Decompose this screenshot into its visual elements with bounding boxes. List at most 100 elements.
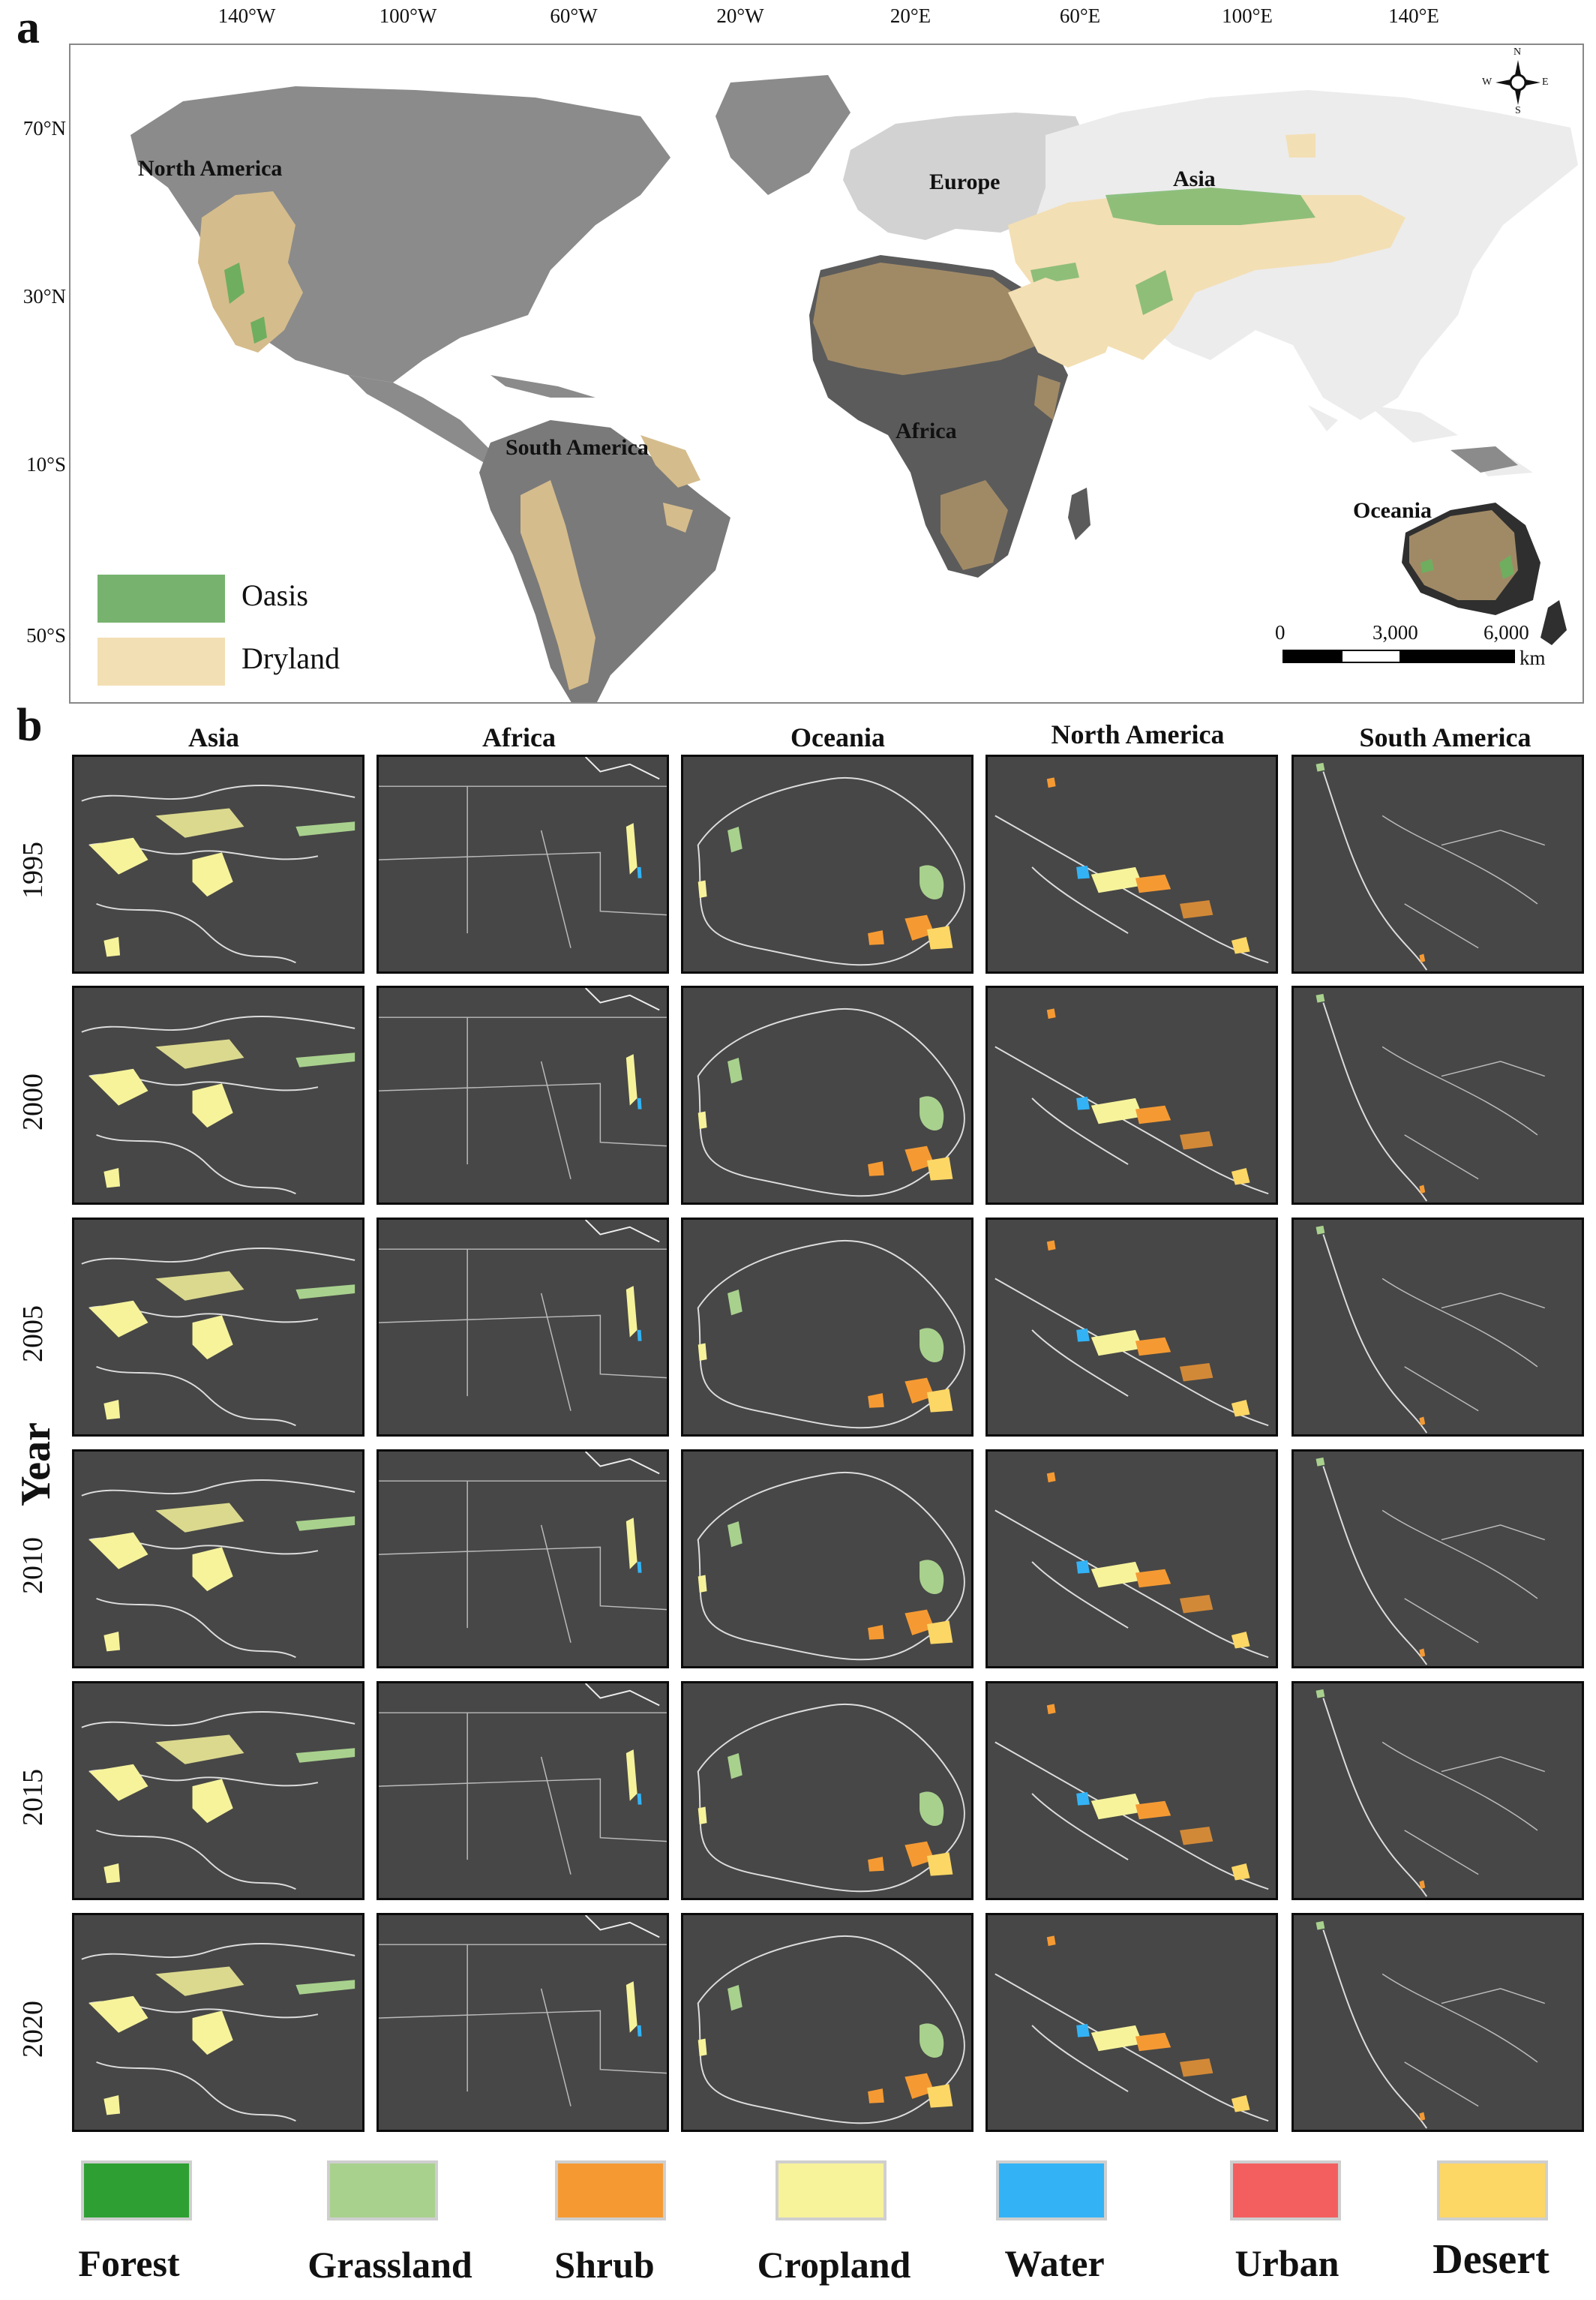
column-header-asia: Asia xyxy=(188,722,239,752)
map-tile-svg xyxy=(379,1452,667,1643)
legend-cropland-label: Cropland xyxy=(757,2244,911,2286)
legend-water-label: Water xyxy=(1004,2242,1105,2284)
legend-urban-label: Urban xyxy=(1234,2242,1340,2284)
map-tile-svg xyxy=(379,1915,667,2106)
row-year-2005: 2005 xyxy=(17,1305,49,1362)
map-tile-svg xyxy=(994,1472,1269,1659)
na-oasis-patches xyxy=(224,263,267,344)
map-tile-oceania-2010 xyxy=(681,1449,974,1668)
map-tile-svg xyxy=(81,1248,356,1427)
map-tile-svg xyxy=(994,1240,1269,1427)
row-year-2015: 2015 xyxy=(17,1769,49,1826)
map-tile-svg xyxy=(697,1008,965,1197)
map-tile-asia-1995 xyxy=(72,755,364,974)
map-tile-north-america-2005 xyxy=(986,1218,1278,1437)
world-map-svg xyxy=(130,75,1578,702)
lat-tick-label: 50°S xyxy=(26,624,66,647)
map-tile-svg xyxy=(379,988,667,1179)
map-tile-svg xyxy=(81,1711,356,1890)
lat-tick-label: 30°N xyxy=(22,285,66,308)
map-tile-north-america-1995 xyxy=(986,755,1278,974)
lon-tick-label: 140°E xyxy=(1388,5,1439,27)
legend-shrub-label: Shrub xyxy=(554,2244,655,2286)
map-tile-svg xyxy=(994,1008,1269,1195)
map-tile-south-america-2005 xyxy=(1292,1218,1584,1437)
legend-forest-label: Forest xyxy=(78,2242,180,2284)
map-tile-south-america-2020 xyxy=(1292,1913,1584,2132)
map-tile-africa-1995 xyxy=(376,755,669,974)
column-header-north-america: North America xyxy=(1051,719,1225,749)
scale-unit: km xyxy=(1520,647,1546,669)
map-tile-south-america-2000 xyxy=(1292,986,1584,1205)
lon-tick-label: 20°W xyxy=(716,5,764,27)
scale-tick-3000: 3,000 xyxy=(1372,621,1418,644)
compass-n: N xyxy=(1514,47,1522,58)
map-tile-africa-2005 xyxy=(376,1218,669,1437)
column-header-oceania: Oceania xyxy=(790,722,885,752)
legend-oasis-label: Oasis xyxy=(242,578,308,612)
na-dryland-shape xyxy=(198,191,303,353)
y-axis-title: Year xyxy=(13,1422,59,1506)
legend-grassland-label: Grassland xyxy=(308,2244,472,2286)
continent-label-north-america: North America xyxy=(138,156,283,181)
map-tile-svg xyxy=(697,1472,965,1661)
map-tile-svg xyxy=(1316,1457,1546,1665)
map-tile-africa-2000 xyxy=(376,986,669,1205)
map-tile-svg xyxy=(379,1683,667,1875)
sa-dryland-shape xyxy=(520,435,700,690)
map-tile-oceania-1995 xyxy=(681,755,974,974)
map-tile-oceania-2015 xyxy=(681,1681,974,1900)
lon-tick-label: 100°W xyxy=(379,5,437,27)
new-guinea-shape xyxy=(1450,446,1518,473)
map-tile-oceania-2005 xyxy=(681,1218,974,1437)
madagascar-shape xyxy=(1068,488,1090,540)
compass-w: W xyxy=(1482,77,1492,88)
map-tile-svg xyxy=(697,1935,965,2124)
new-zealand-shape xyxy=(1540,600,1567,645)
map-tile-svg xyxy=(81,1943,356,2122)
map-tile-svg xyxy=(697,777,965,966)
greenland-shape xyxy=(716,75,850,195)
map-tile-asia-2000 xyxy=(72,986,364,1205)
continent-label-south-america: South America xyxy=(506,435,649,460)
map-tile-svg xyxy=(994,777,1269,964)
compass-s: S xyxy=(1515,105,1521,116)
map-tile-north-america-2015 xyxy=(986,1681,1278,1900)
map-tile-africa-2020 xyxy=(376,1913,669,2132)
map-tile-asia-2005 xyxy=(72,1218,364,1437)
lon-tick-label: 100°E xyxy=(1222,5,1273,27)
lon-tick-label: 20°E xyxy=(890,5,932,27)
map-tile-south-america-2010 xyxy=(1292,1449,1584,1668)
legend-dryland-swatch xyxy=(98,638,225,686)
map-tile-svg xyxy=(1316,1920,1546,2129)
map-tile-svg xyxy=(697,1704,965,1893)
map-tile-svg xyxy=(994,1704,1269,1890)
map-tile-africa-2015 xyxy=(376,1681,669,1900)
map-tile-asia-2015 xyxy=(72,1681,364,1900)
map-tile-svg xyxy=(379,1220,667,1411)
scale-tick-6000: 6,000 xyxy=(1484,621,1529,644)
map-tile-south-america-2015 xyxy=(1292,1681,1584,1900)
column-header-south-america: South America xyxy=(1359,722,1532,752)
map-tile-svg xyxy=(81,785,356,964)
map-tile-svg xyxy=(379,757,667,948)
map-tile-south-america-1995 xyxy=(1292,755,1584,974)
europe-shape xyxy=(843,113,1090,240)
map-tile-svg xyxy=(81,1479,356,1659)
map-tile-africa-2010 xyxy=(376,1449,669,1668)
map-tile-svg xyxy=(994,1935,1269,2122)
map-tile-north-america-2000 xyxy=(986,986,1278,1205)
compass-e: E xyxy=(1542,77,1549,88)
map-tile-asia-2010 xyxy=(72,1449,364,1668)
legend-dryland-label: Dryland xyxy=(242,641,340,675)
arabia-shape xyxy=(1008,278,1120,368)
legend-water-swatch xyxy=(996,2160,1107,2220)
africa-dryland-shape xyxy=(813,263,1060,570)
legend-desert-label: Desert xyxy=(1432,2236,1550,2283)
map-tile-asia-2020 xyxy=(72,1913,364,2132)
world-map: North America Europe Asia South America … xyxy=(69,44,1584,704)
map-tile-north-america-2020 xyxy=(986,1913,1278,2132)
compass-rose-icon: N S E W xyxy=(1482,47,1550,116)
asia-dryland-shape xyxy=(1008,134,1406,360)
map-tile-oceania-2000 xyxy=(681,986,974,1205)
